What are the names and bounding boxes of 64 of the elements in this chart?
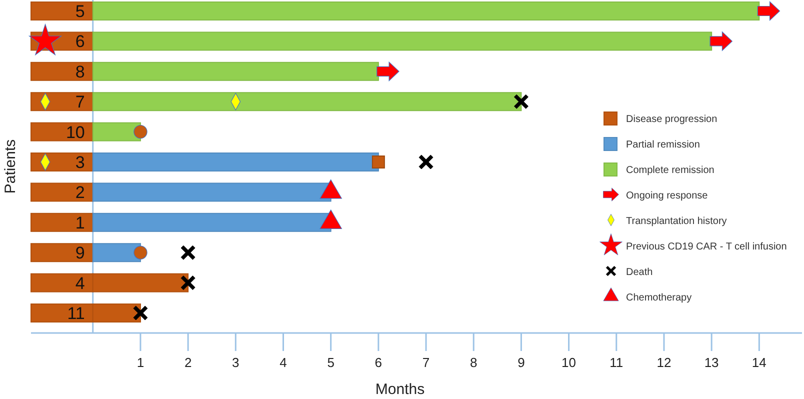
- bar: [30, 212, 94, 232]
- point: [710, 32, 732, 51]
- legend-label: Partial remission: [626, 140, 700, 150]
- bar: [92, 122, 141, 142]
- bar: [30, 92, 94, 112]
- x-tick-label: 10: [562, 355, 576, 370]
- legend-label: Previous CD19 CAR - T cell infusion: [626, 242, 787, 252]
- bar: [30, 2, 94, 20]
- bar: [92, 152, 379, 172]
- point: [418, 154, 434, 170]
- y-tick-label: 4: [75, 274, 85, 293]
- x-tick-label: 6: [374, 355, 382, 370]
- bar: [30, 182, 94, 202]
- point: [376, 62, 400, 82]
- x-tick-label: 14: [752, 355, 766, 370]
- x-tick-label: 2: [184, 355, 192, 370]
- y-tick-label: 3: [75, 153, 85, 172]
- y-tick-label: 6: [75, 32, 85, 52]
- bar: [92, 32, 712, 51]
- x-tick-label: 4: [280, 355, 287, 370]
- bar: [30, 152, 94, 172]
- x-tick-label: 1: [136, 355, 144, 370]
- legend-label: Chemotherapy: [626, 292, 692, 304]
- legend-label: Complete remission: [626, 165, 714, 176]
- x-tick-label: 11: [610, 355, 624, 370]
- y-tick-label: 8: [75, 62, 85, 82]
- point: [28, 24, 62, 56]
- bar: [92, 92, 522, 112]
- point: [180, 276, 196, 290]
- x-tick-label: 3: [232, 355, 240, 370]
- point: [514, 94, 528, 109]
- legend-label: Disease progression: [626, 114, 718, 125]
- legend-label: Ongoing response: [626, 190, 708, 202]
- bar: [92, 62, 379, 81]
- bar: [30, 122, 94, 142]
- x-tick-label: 9: [518, 355, 525, 370]
- bar: [92, 212, 332, 232]
- y-tick-label: 10: [66, 122, 85, 142]
- x-tick-label: 8: [470, 355, 478, 370]
- bar: [92, 182, 332, 202]
- legend-label: Transplantation history: [626, 216, 727, 227]
- bar: [92, 2, 760, 20]
- legend-label: Death: [626, 267, 653, 278]
- y-tick-label: 9: [75, 244, 85, 263]
- x-tick-label: 5: [327, 355, 334, 370]
- bar: [92, 243, 141, 262]
- y-tick-label: 11: [67, 304, 85, 323]
- point: [133, 306, 148, 320]
- x-axis-title: Months: [375, 381, 425, 398]
- x-tick-label: 7: [422, 355, 430, 370]
- x-tick-label: 13: [704, 355, 719, 370]
- y-axis-title: Patients: [2, 139, 19, 194]
- x-tick-label: 12: [656, 355, 672, 370]
- y-tick-label: 1: [75, 213, 85, 232]
- y-tick-label: 7: [75, 92, 85, 112]
- point: [134, 124, 148, 139]
- bar: [30, 243, 94, 262]
- point: [134, 246, 148, 260]
- point: [372, 156, 385, 168]
- y-tick-label: 2: [75, 183, 85, 202]
- bar: [30, 62, 94, 81]
- y-tick-label: 5: [75, 2, 85, 21]
- point: [180, 245, 196, 260]
- point: [757, 1, 780, 21]
